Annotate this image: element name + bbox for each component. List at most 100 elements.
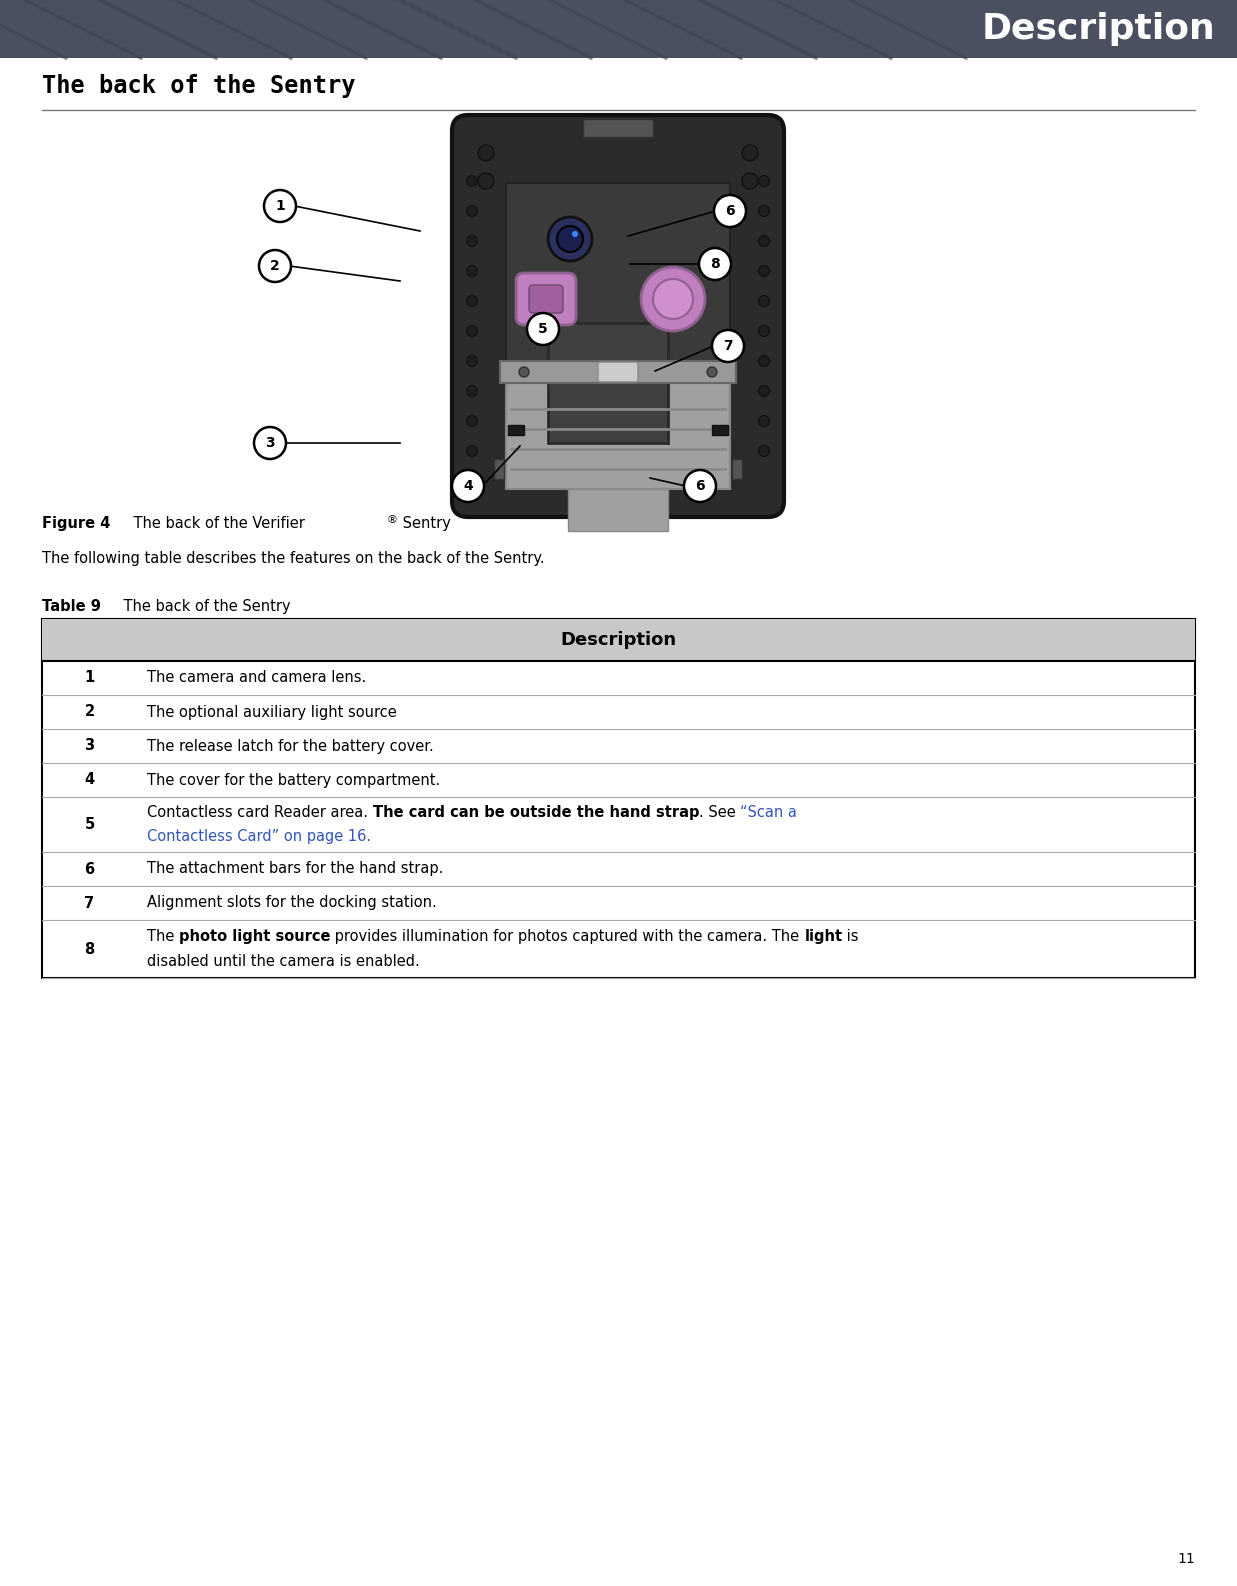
Text: The attachment bars for the hand strap.: The attachment bars for the hand strap. — [147, 861, 443, 877]
Circle shape — [548, 217, 593, 262]
Circle shape — [708, 366, 717, 377]
Bar — [506, 382, 730, 488]
Text: 1: 1 — [275, 198, 285, 213]
Text: The optional auxiliary light source: The optional auxiliary light source — [147, 704, 397, 720]
Circle shape — [466, 235, 477, 246]
Circle shape — [571, 232, 578, 236]
Circle shape — [466, 325, 477, 336]
Circle shape — [466, 265, 477, 276]
Text: The back of the Sentry: The back of the Sentry — [105, 600, 291, 614]
Circle shape — [758, 265, 769, 276]
Bar — [548, 324, 668, 442]
Text: The back of the Verifier: The back of the Verifier — [115, 515, 304, 531]
Circle shape — [758, 416, 769, 427]
Text: light: light — [804, 929, 842, 944]
Text: 4: 4 — [463, 479, 473, 493]
Bar — [494, 458, 503, 479]
Text: The camera and camera lens.: The camera and camera lens. — [147, 671, 366, 685]
Circle shape — [713, 330, 743, 362]
Circle shape — [742, 173, 758, 189]
Circle shape — [758, 355, 769, 366]
Text: 11: 11 — [1178, 1553, 1195, 1565]
Text: The back of the Sentry: The back of the Sentry — [42, 75, 355, 98]
Text: 6: 6 — [84, 861, 94, 877]
Circle shape — [452, 469, 484, 503]
Text: The: The — [147, 929, 179, 944]
Bar — [732, 458, 742, 479]
FancyBboxPatch shape — [529, 285, 563, 312]
Text: provides illumination for photos captured with the camera. The: provides illumination for photos capture… — [330, 929, 804, 944]
Text: “Scan a: “Scan a — [741, 806, 798, 820]
Circle shape — [477, 173, 494, 189]
Circle shape — [557, 225, 583, 252]
Text: 2: 2 — [84, 704, 94, 720]
Circle shape — [466, 446, 477, 457]
Text: 3: 3 — [265, 436, 275, 450]
Bar — [506, 182, 730, 442]
Text: 4: 4 — [84, 772, 94, 788]
Circle shape — [758, 206, 769, 217]
Text: photo light source: photo light source — [179, 929, 330, 944]
Circle shape — [641, 266, 705, 331]
Circle shape — [527, 312, 559, 346]
Text: 1: 1 — [84, 671, 94, 685]
Circle shape — [263, 190, 296, 222]
Circle shape — [758, 176, 769, 187]
Circle shape — [466, 206, 477, 217]
FancyBboxPatch shape — [452, 116, 784, 517]
Bar — [42, 619, 1195, 661]
Text: 7: 7 — [724, 339, 732, 354]
Text: 5: 5 — [538, 322, 548, 336]
Circle shape — [259, 251, 291, 282]
Text: Description: Description — [981, 13, 1215, 46]
Text: . See: . See — [699, 806, 741, 820]
Text: is: is — [842, 929, 858, 944]
Bar — [500, 362, 736, 382]
Circle shape — [758, 446, 769, 457]
Text: The card can be outside the hand strap: The card can be outside the hand strap — [372, 806, 699, 820]
Text: disabled until the camera is enabled.: disabled until the camera is enabled. — [147, 955, 419, 969]
Circle shape — [758, 325, 769, 336]
Text: 6: 6 — [725, 205, 735, 217]
Text: The release latch for the battery cover.: The release latch for the battery cover. — [147, 739, 434, 753]
Text: The cover for the battery compartment.: The cover for the battery compartment. — [147, 772, 440, 788]
Bar — [583, 119, 653, 136]
Circle shape — [520, 366, 529, 377]
Text: 7: 7 — [84, 896, 94, 910]
Circle shape — [254, 427, 286, 458]
Bar — [508, 425, 524, 435]
Circle shape — [477, 144, 494, 162]
Text: Description: Description — [560, 631, 677, 649]
Text: Table 9: Table 9 — [42, 600, 101, 614]
Circle shape — [758, 295, 769, 306]
Circle shape — [699, 247, 731, 281]
Text: Figure 4: Figure 4 — [42, 515, 110, 531]
Circle shape — [466, 176, 477, 187]
Circle shape — [742, 144, 758, 162]
Text: 8: 8 — [710, 257, 720, 271]
Bar — [568, 488, 668, 531]
FancyBboxPatch shape — [516, 273, 576, 325]
Circle shape — [714, 195, 746, 227]
Circle shape — [466, 355, 477, 366]
Text: 6: 6 — [695, 479, 705, 493]
Bar — [0, 0, 1237, 59]
Circle shape — [758, 385, 769, 396]
FancyBboxPatch shape — [597, 362, 638, 382]
Text: 3: 3 — [84, 739, 94, 753]
Circle shape — [684, 469, 716, 503]
Text: 2: 2 — [270, 259, 280, 273]
Circle shape — [653, 279, 693, 319]
Text: The following table describes the features on the back of the Sentry.: The following table describes the featur… — [42, 550, 544, 566]
Circle shape — [466, 416, 477, 427]
Circle shape — [758, 235, 769, 246]
Bar — [713, 425, 729, 435]
Circle shape — [466, 295, 477, 306]
Text: Alignment slots for the docking station.: Alignment slots for the docking station. — [147, 896, 437, 910]
Bar — [42, 619, 1195, 979]
Text: 5: 5 — [84, 817, 94, 833]
Text: 8: 8 — [84, 942, 94, 956]
Text: Contactless card Reader area.: Contactless card Reader area. — [147, 806, 372, 820]
Text: Contactless Card” on page 16.: Contactless Card” on page 16. — [147, 829, 371, 844]
Text: Sentry: Sentry — [398, 515, 450, 531]
